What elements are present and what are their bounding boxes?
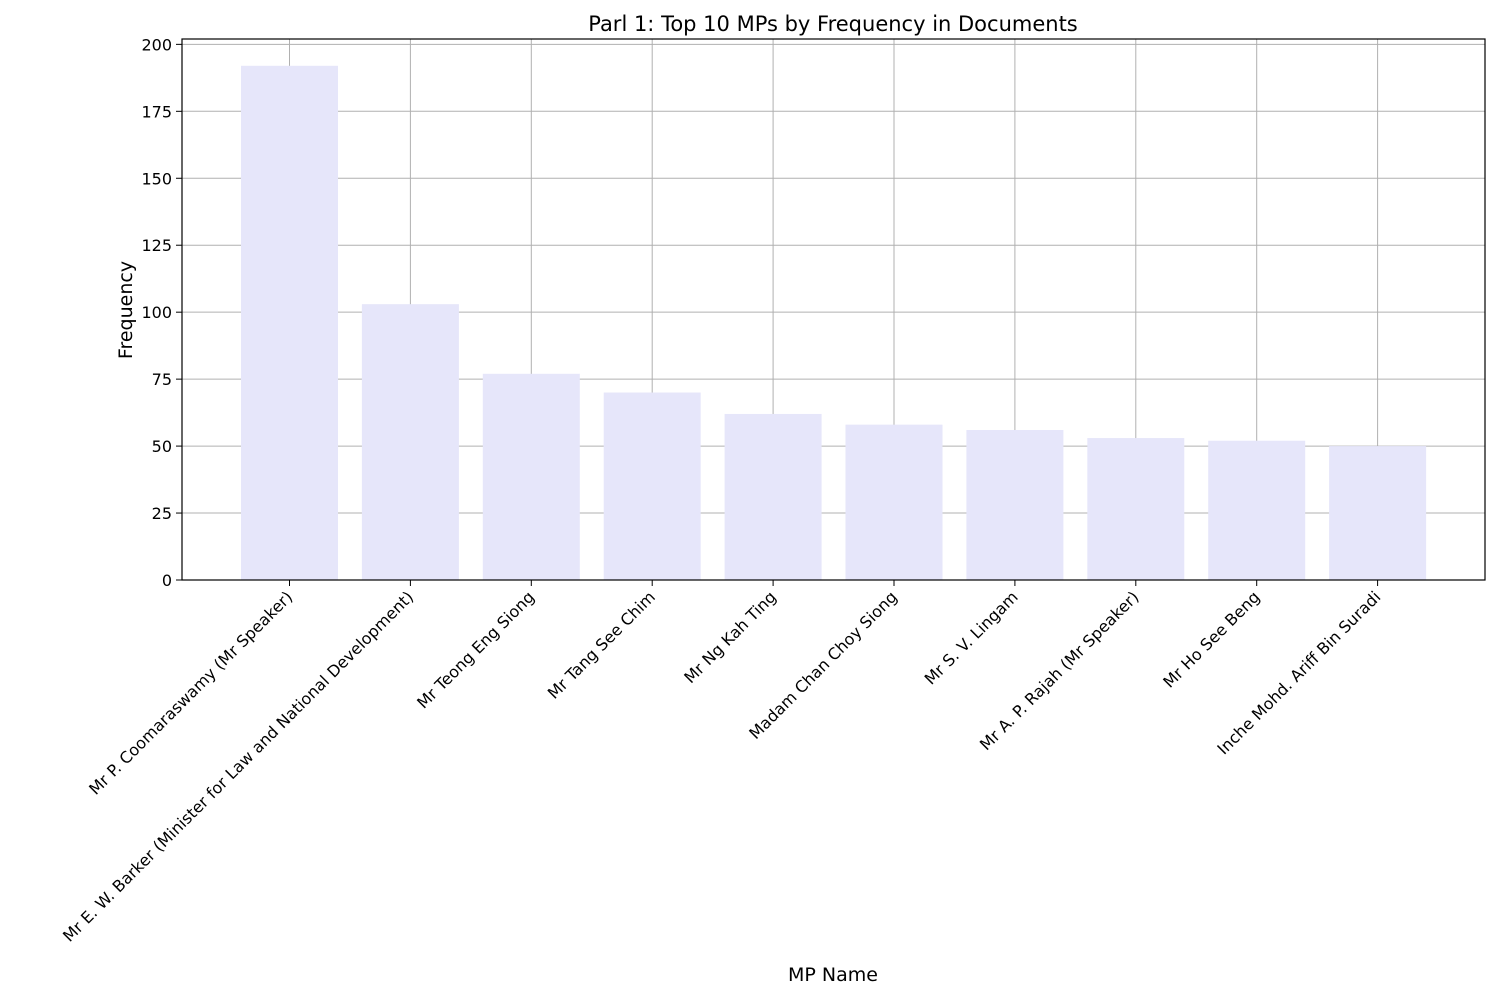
y-tick-label: 75 [152,370,172,389]
bar [966,430,1064,580]
chart-title: Parl 1: Top 10 MPs by Frequency in Docum… [588,12,1078,36]
y-axis-ticks: 0 25 50 75 100 125 150 175 200 [141,35,182,590]
bar [482,373,580,580]
x-axis-label: MP Name [788,964,878,986]
bar [1208,440,1306,580]
y-tick-label: 125 [141,236,172,255]
bar [724,413,822,580]
y-tick-label: 25 [152,504,172,523]
y-tick-label: 200 [141,35,172,54]
y-tick-label: 100 [141,303,172,322]
x-tick-label: Mr Ho See Beng [1159,587,1263,691]
y-tick-label: 175 [141,102,172,121]
bar [603,392,701,580]
y-tick-label: 50 [152,437,172,456]
x-tick-label: Mr Teong Eng Siong [413,587,538,712]
bar [1087,438,1185,580]
y-tick-label: 150 [141,169,172,188]
bar [845,424,943,580]
x-tick-label: Mr Tang See Chim [544,587,659,702]
bar [361,304,459,580]
y-tick-label: 0 [162,571,172,590]
plot-frame [181,38,1486,581]
x-tick-label: Mr P. Coomaraswamy (Mr Speaker) [85,587,296,798]
bar [241,65,338,581]
x-axis-ticks: Mr P. Coomaraswamy (Mr Speaker)Mr E. W. … [59,580,1384,946]
bar [1329,446,1427,580]
x-tick-label: Mr Ng Kah Ting [680,587,780,687]
bars [241,65,1427,581]
y-axis-label: Frequency [115,261,137,359]
x-tick-label: Mr S. V. Lingam [921,587,1022,688]
